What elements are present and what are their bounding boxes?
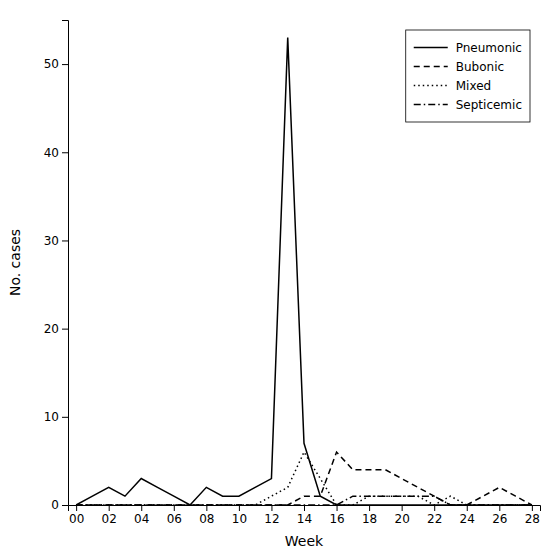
tick: 18 bbox=[362, 505, 377, 526]
tick-mark bbox=[62, 505, 68, 506]
legend-label: Pneumonic bbox=[456, 41, 522, 55]
tick-label: 18 bbox=[362, 512, 377, 526]
tick: 24 bbox=[460, 505, 475, 526]
tick-label: 12 bbox=[264, 512, 279, 526]
tick-label: 14 bbox=[297, 512, 312, 526]
tick-mark bbox=[467, 505, 468, 511]
tick-label: 02 bbox=[102, 512, 117, 526]
tick: 16 bbox=[329, 505, 344, 526]
tick-label: 28 bbox=[525, 512, 540, 526]
x-axis-title: Week bbox=[285, 533, 324, 549]
tick: 22 bbox=[427, 505, 442, 526]
tick: 14 bbox=[297, 505, 312, 526]
tick-label: 40 bbox=[44, 146, 59, 160]
x-axis: 00 02 04 06 08 10 12 14 16 18 20 22 24 26 28 bbox=[69, 505, 541, 526]
tick-mark bbox=[499, 505, 500, 511]
tick-mark bbox=[402, 505, 403, 511]
tick-label: 10 bbox=[232, 512, 247, 526]
tick-mark bbox=[62, 240, 68, 241]
tick: 00 bbox=[69, 505, 84, 526]
tick-mark bbox=[532, 505, 533, 511]
tick-label: 50 bbox=[44, 57, 59, 71]
tick-label: 0 bbox=[51, 498, 59, 512]
tick: 28 bbox=[525, 505, 540, 526]
tick-label: 04 bbox=[134, 512, 149, 526]
legend-swatch bbox=[414, 47, 448, 49]
legend-label: Septicemic bbox=[456, 98, 522, 112]
tick-mark bbox=[76, 505, 77, 511]
legend-box bbox=[406, 30, 530, 122]
tick: 10 bbox=[232, 505, 247, 526]
tick-mark bbox=[369, 505, 370, 511]
tick-label: 26 bbox=[492, 512, 507, 526]
tick-mark bbox=[109, 505, 110, 511]
tick: 12 bbox=[264, 505, 279, 526]
tick: 20 bbox=[395, 505, 410, 526]
chart: 00 02 04 06 08 10 12 14 16 18 20 22 24 26 28 0 10 20 30 40 5… bbox=[0, 0, 560, 560]
tick-mark bbox=[62, 417, 68, 418]
tick-mark bbox=[62, 152, 68, 153]
tick-label: 00 bbox=[69, 512, 84, 526]
legend-swatch bbox=[414, 66, 448, 68]
tick-label: 22 bbox=[427, 512, 442, 526]
tick: 06 bbox=[167, 505, 182, 526]
y-axis: 0 10 20 30 40 50 bbox=[44, 21, 69, 513]
tick-mark bbox=[206, 505, 207, 511]
tick: 08 bbox=[199, 505, 214, 526]
tick-mark bbox=[304, 505, 305, 511]
tick-label: 08 bbox=[199, 512, 214, 526]
legend: Pneumonic Bubonic Mixed Septicemic bbox=[406, 30, 530, 122]
plot-area bbox=[76, 38, 532, 505]
tick-mark bbox=[434, 505, 435, 511]
tick: 50 bbox=[44, 57, 68, 71]
tick: 0 bbox=[51, 498, 68, 512]
tick-label: 24 bbox=[460, 512, 475, 526]
axis-line bbox=[62, 21, 69, 506]
tick-mark bbox=[141, 505, 142, 511]
tick-mark bbox=[239, 505, 240, 511]
series-line bbox=[76, 38, 532, 505]
tick-mark bbox=[62, 64, 68, 65]
tick-label: 20 bbox=[44, 322, 59, 336]
tick-label: 30 bbox=[44, 234, 59, 248]
series-line bbox=[76, 452, 532, 505]
tick: 40 bbox=[44, 146, 68, 160]
tick-label: 16 bbox=[329, 512, 344, 526]
legend-label: Mixed bbox=[456, 79, 491, 93]
tick-label: 10 bbox=[44, 410, 59, 424]
tick: 10 bbox=[44, 410, 68, 424]
tick-label: 06 bbox=[167, 512, 182, 526]
tick-mark bbox=[174, 505, 175, 511]
tick-mark bbox=[337, 505, 338, 511]
tick: 20 bbox=[44, 322, 68, 336]
legend-label: Bubonic bbox=[456, 60, 504, 74]
tick: 26 bbox=[492, 505, 507, 526]
tick: 02 bbox=[102, 505, 117, 526]
tick: 30 bbox=[44, 234, 68, 248]
axis-line bbox=[69, 506, 541, 512]
series-line bbox=[76, 496, 532, 505]
y-axis-title: No. cases bbox=[7, 229, 23, 296]
series-line bbox=[76, 452, 532, 505]
tick-mark bbox=[62, 329, 68, 330]
tick-mark bbox=[271, 505, 272, 511]
legend-swatch bbox=[414, 85, 448, 87]
legend-swatch bbox=[414, 104, 448, 106]
tick: 04 bbox=[134, 505, 149, 526]
tick-label: 20 bbox=[395, 512, 410, 526]
